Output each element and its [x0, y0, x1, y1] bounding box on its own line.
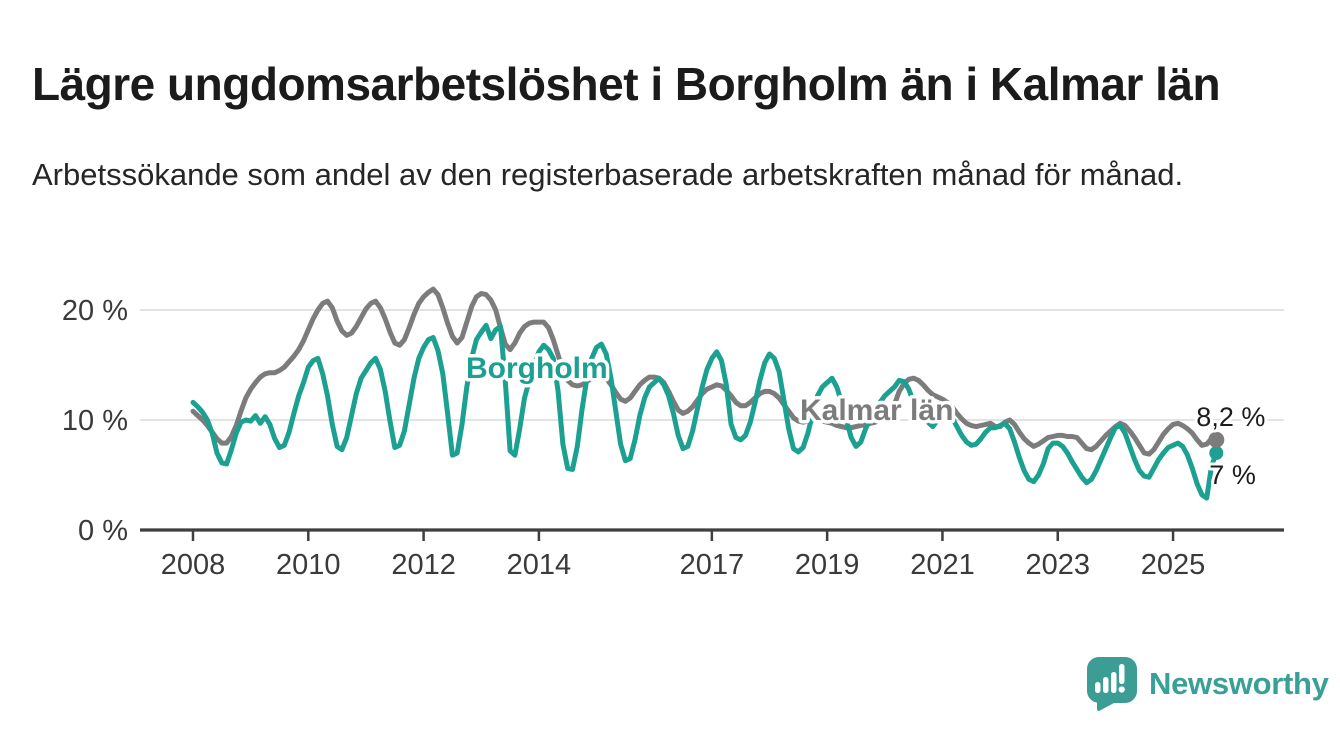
- y-tick-label: 10 %: [62, 405, 128, 437]
- x-tick-label: 2017: [680, 549, 745, 581]
- end-dot: [1208, 431, 1225, 448]
- newsworthy-logo-icon: [1087, 657, 1137, 711]
- series-label: Borgholm: [466, 352, 608, 385]
- x-tick-label: 2021: [910, 549, 975, 581]
- x-tick-label: 2023: [1025, 549, 1090, 581]
- chart-subtitle: Arbetssökande som andel av den registerb…: [32, 157, 1184, 192]
- x-tick-label: 2019: [795, 549, 860, 581]
- series-label: Kalmar län: [800, 394, 953, 427]
- bar-chart-icon: [1095, 664, 1125, 693]
- borgholm-line: [190, 322, 1219, 501]
- newsworthy-logo: Newsworthy: [1086, 656, 1329, 712]
- end-value-label: 7 %: [1209, 460, 1256, 490]
- x-tick-label: 2025: [1141, 549, 1206, 581]
- x-tick-label: 2010: [276, 549, 341, 581]
- end-dot: [1209, 446, 1224, 460]
- x-tick-label: 2012: [391, 549, 456, 581]
- end-value-label: 8,2 %: [1196, 402, 1265, 432]
- y-tick-label: 0 %: [78, 515, 128, 547]
- y-tick-label: 20 %: [62, 295, 128, 327]
- x-tick-label: 2014: [507, 549, 572, 581]
- kalmar-line: [190, 286, 1219, 457]
- newsworthy-logo-text: Newsworthy: [1149, 666, 1329, 701]
- page-title: Lägre ungdomsarbetslöshet i Borgholm än …: [32, 57, 1221, 110]
- x-tick-label: 2008: [161, 549, 226, 581]
